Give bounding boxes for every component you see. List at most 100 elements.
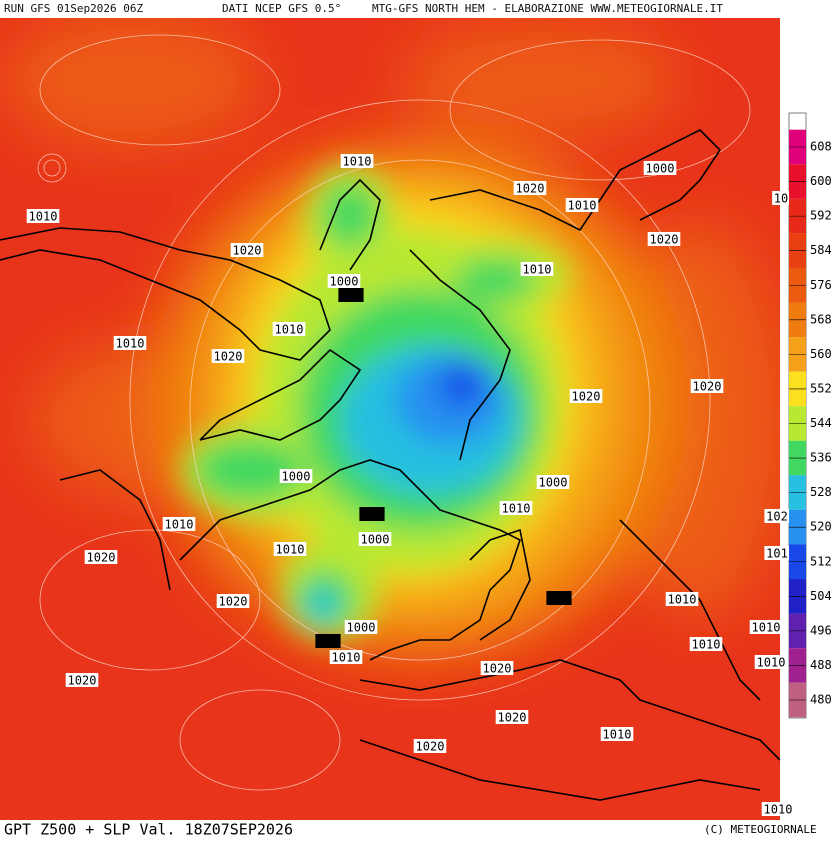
height-label: 552 bbox=[317, 635, 339, 649]
height-label: 552 bbox=[361, 508, 383, 522]
isobar-label: 1020 bbox=[87, 551, 116, 565]
isobar-label: 1020 bbox=[516, 182, 545, 196]
isobar-label: 1020 bbox=[572, 390, 601, 404]
copyright: (C) METEOGIORNALE bbox=[704, 823, 817, 836]
isobar-label: 1000 bbox=[539, 476, 568, 490]
isobar-label-box bbox=[772, 191, 790, 205]
isobar-label: 1010 bbox=[275, 323, 304, 337]
colorbar-label: 568 bbox=[810, 312, 832, 326]
colorbar-label: 480 bbox=[810, 693, 832, 707]
isobar-label-box bbox=[520, 262, 554, 276]
isobar-label: 1010 bbox=[116, 337, 145, 351]
isobar-label-box bbox=[565, 198, 599, 212]
isobar-label: 1000 bbox=[282, 470, 311, 484]
colorbar-label: 528 bbox=[810, 485, 832, 499]
isobar-label-box bbox=[216, 594, 250, 608]
isobar-label: 1010 bbox=[692, 638, 721, 652]
isobar-label-box bbox=[480, 661, 514, 675]
isobar-label: 1020 bbox=[416, 740, 445, 754]
isobar-label-box bbox=[279, 469, 313, 483]
isobar-label: 1000 bbox=[347, 621, 376, 635]
colorbar-label: 552 bbox=[810, 381, 832, 395]
isobar-label-box bbox=[665, 592, 699, 606]
isobar-label-box bbox=[569, 389, 603, 403]
isobar-label-box bbox=[754, 655, 788, 669]
isobar-label: 1010 bbox=[332, 651, 361, 665]
isobar-label-box bbox=[513, 181, 547, 195]
isobar-label: 1010 bbox=[29, 210, 58, 224]
height-label: 552 bbox=[548, 592, 570, 606]
isobar-label: 1020 bbox=[68, 674, 97, 688]
colorbar-label: 496 bbox=[810, 623, 832, 637]
isobar-label: 1020 bbox=[214, 350, 243, 364]
colorbar-label: 520 bbox=[810, 520, 832, 534]
height-label: 552 bbox=[340, 289, 362, 303]
isobar-label-box bbox=[358, 532, 392, 546]
isobar-label-box bbox=[272, 322, 306, 336]
isobar-label: 1010 bbox=[343, 155, 372, 169]
site-label: MTG-GFS NORTH HEM - ELABORAZIONE WWW.MET… bbox=[372, 2, 723, 15]
isobar-label-box bbox=[643, 161, 677, 175]
isobar-label: 1020 bbox=[650, 233, 679, 247]
isobar-label: 1010 bbox=[523, 263, 552, 277]
colorbar-label: 504 bbox=[810, 589, 832, 603]
colorbar-label: 600 bbox=[810, 174, 832, 188]
isobar-label-box bbox=[273, 542, 307, 556]
isobar-label-box bbox=[344, 620, 378, 634]
isobar-label-box bbox=[749, 620, 783, 634]
isobar-label: 1020 bbox=[233, 244, 262, 258]
colorbar-label: 576 bbox=[810, 278, 832, 292]
isobar-label-box bbox=[413, 739, 447, 753]
isobar-label: 1010 bbox=[603, 728, 632, 742]
isobar-label: 1020 bbox=[219, 595, 248, 609]
map-title: GPT Z500 + SLP Val. 18Z07SEP2026 bbox=[4, 821, 293, 839]
height-label-box bbox=[546, 591, 572, 605]
isobar-label: 1010 bbox=[165, 518, 194, 532]
isobar-label-box bbox=[764, 509, 790, 523]
isobar-label: 1020 bbox=[483, 662, 512, 676]
isobar-label-box bbox=[26, 209, 60, 223]
colorbar-label: 584 bbox=[810, 243, 832, 257]
colorbar-label: 592 bbox=[810, 209, 832, 223]
isobar-label-box bbox=[329, 650, 363, 664]
isobar-label: 1010 bbox=[764, 803, 793, 817]
isobar-label: 1000 bbox=[330, 275, 359, 289]
colorbar-label: 488 bbox=[810, 658, 832, 672]
colorbar-label: 544 bbox=[810, 416, 832, 430]
isobar-label: 1010 bbox=[752, 621, 781, 635]
colorbar-label: 608 bbox=[810, 140, 832, 154]
isobar-label-box bbox=[764, 546, 790, 560]
isobar-label: 101 bbox=[766, 547, 788, 561]
height-label-box bbox=[359, 507, 385, 521]
run-label: RUN GFS 01Sep2026 06Z bbox=[4, 2, 143, 15]
colorbar-label: 560 bbox=[810, 347, 832, 361]
isobar-label-box bbox=[230, 243, 264, 257]
isobar-label-box bbox=[211, 349, 245, 363]
isobar-label: 1020 bbox=[693, 380, 722, 394]
height-field bbox=[0, 18, 780, 820]
isobar-label: 1010 bbox=[568, 199, 597, 213]
isobar-label-box bbox=[113, 336, 147, 350]
isobar-label: 102 bbox=[766, 510, 788, 524]
isobar-label: 1010 bbox=[276, 543, 305, 557]
height-label-box bbox=[315, 634, 341, 648]
isobar-label: 1010 bbox=[502, 502, 531, 516]
isobar-label: 10 bbox=[774, 192, 788, 206]
isobar-label-box bbox=[65, 673, 99, 687]
isobar-label: 1010 bbox=[757, 656, 786, 670]
source-label: DATI NCEP GFS 0.5° bbox=[222, 2, 341, 15]
isobar-label-box bbox=[600, 727, 634, 741]
isobar-label-box bbox=[84, 550, 118, 564]
isobar-label-box bbox=[340, 154, 374, 168]
isobar-label: 1000 bbox=[361, 533, 390, 547]
isobar-label-box bbox=[647, 232, 681, 246]
colorbar-label: 536 bbox=[810, 451, 832, 465]
isobar-label-box bbox=[499, 501, 533, 515]
isobar-label-box bbox=[162, 517, 196, 531]
isobar-label-box bbox=[495, 710, 529, 724]
colorbar-label: 512 bbox=[810, 554, 832, 568]
isobar-label-box bbox=[689, 637, 723, 651]
isobar-label-box bbox=[690, 379, 724, 393]
isobar-label-box bbox=[327, 274, 361, 288]
